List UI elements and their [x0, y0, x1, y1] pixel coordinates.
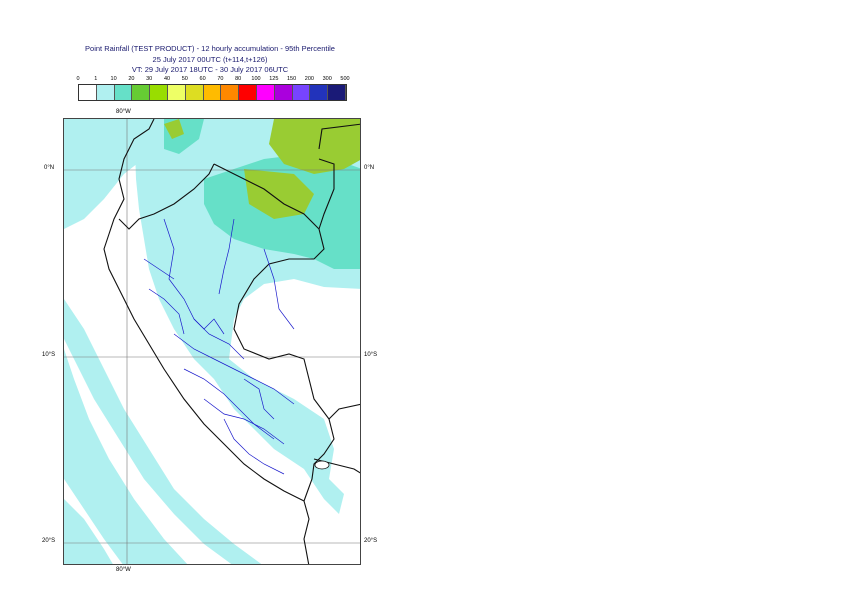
- legend-tick-label: 50: [181, 76, 188, 82]
- lat-label-left-20: 20°S: [42, 538, 56, 544]
- legend-tick-label: 70: [217, 76, 224, 82]
- legend-tick-label: 30: [146, 76, 153, 82]
- legend-tick-label: 150: [287, 76, 297, 82]
- legend-swatch: [185, 85, 204, 100]
- legend-tick-label: 200: [304, 76, 314, 82]
- legend-tick-label: 60: [199, 76, 206, 82]
- graticule: [64, 119, 360, 564]
- legend-tick-label: 125: [269, 76, 279, 82]
- legend-tick-label: 10: [110, 76, 117, 82]
- legend-swatch: [221, 85, 240, 100]
- legend-swatch: [114, 85, 133, 100]
- legend-swatch: [274, 85, 293, 100]
- legend-swatch: [167, 85, 186, 100]
- admin-boundaries: [143, 218, 295, 475]
- legend-swatch: [203, 85, 222, 100]
- legend-tick-label: 300: [322, 76, 332, 82]
- legend-swatch: [132, 85, 151, 100]
- title-line-3: VT: 29 July 2017 18UTC - 30 July 2017 06…: [131, 65, 289, 74]
- rain-green-areas: [164, 119, 360, 219]
- legend-swatch: [292, 85, 311, 100]
- legend-swatch: [256, 85, 275, 100]
- legend-swatch: [310, 85, 329, 100]
- legend-swatch: [96, 85, 115, 100]
- legend-swatch: [239, 85, 257, 100]
- legend-tick-label: 500: [340, 76, 350, 82]
- legend-colorbar: [78, 84, 347, 101]
- legend-swatch: [150, 85, 168, 100]
- legend-tick-label: 1: [94, 76, 98, 82]
- legend-swatch: [79, 85, 97, 100]
- title-line-2: 25 July 2017 00UTC (t+114,t+126): [152, 55, 268, 64]
- lat-label-left-10: 10°S: [42, 352, 56, 358]
- lat-label-right-10: 10°S: [364, 352, 378, 358]
- lat-label-right-0: 0°N: [364, 165, 375, 171]
- lon-label-top: 80°W: [116, 109, 131, 115]
- legend-tick-label: 0: [76, 76, 80, 82]
- legend-tick-labels: 0 1 10 20 30 40 50 60 70 80 100 125 150 200 300 500: [70, 76, 360, 84]
- lake-titicaca: [314, 460, 330, 470]
- rainfall-map: [63, 118, 361, 565]
- legend-tick-label: 80: [235, 76, 242, 82]
- legend-swatch: [328, 85, 346, 100]
- legend-tick-label: 20: [128, 76, 135, 82]
- legend-tick-label: 100: [251, 76, 261, 82]
- lat-label-left-0: 0°N: [44, 165, 55, 171]
- lon-label-bottom: 80°W: [116, 567, 131, 573]
- legend-tick-label: 40: [163, 76, 171, 82]
- title-line-1: Point Rainfall (TEST PRODUCT) - 12 hourl…: [85, 44, 335, 53]
- map-svg: [64, 119, 360, 564]
- lat-label-right-20: 20°S: [364, 538, 378, 544]
